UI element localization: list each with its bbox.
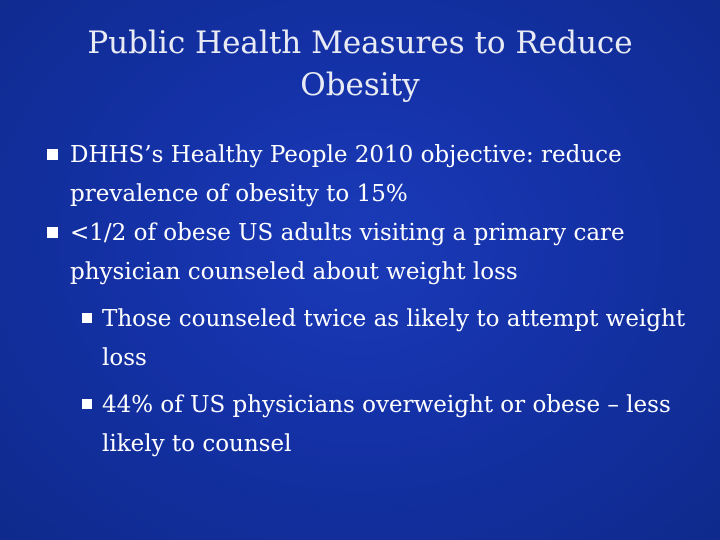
square-bullet-icon <box>47 227 58 238</box>
bullet-text: <1/2 of obese US adults visiting a prima… <box>70 220 625 285</box>
sub-bullet-item: Those counseled twice as likely to attem… <box>82 300 702 378</box>
square-bullet-icon <box>47 149 58 160</box>
sub-bullet-text: 44% of US physicians overweight or obese… <box>102 392 671 457</box>
bullet-item: <1/2 of obese US adults visiting a prima… <box>47 214 690 292</box>
bullet-item: DHHS’s Healthy People 2010 objective: re… <box>47 136 690 214</box>
square-bullet-icon <box>82 399 92 409</box>
bullet-text: DHHS’s Healthy People 2010 objective: re… <box>70 142 622 207</box>
square-bullet-icon <box>82 313 92 323</box>
sub-bullet-item: 44% of US physicians overweight or obese… <box>82 386 702 464</box>
sub-bullet-text: Those counseled twice as likely to attem… <box>102 306 686 371</box>
slide-title: Public Health Measures to Reduce Obesity <box>87 25 633 103</box>
